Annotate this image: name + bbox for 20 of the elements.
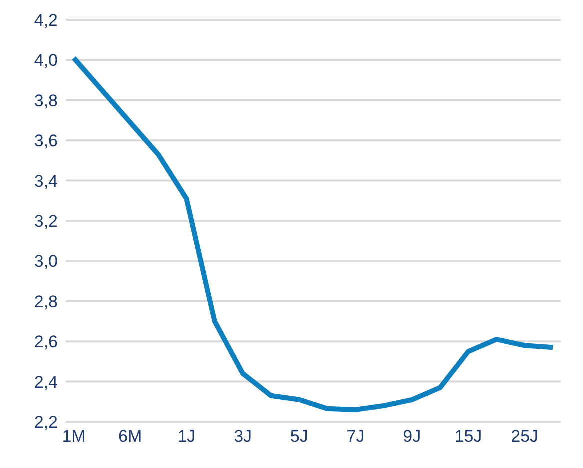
x-tick-label: 25J [511,427,539,446]
x-tick-label: 1M [62,427,86,446]
y-tick-label: 3,4 [34,172,58,191]
y-tick-label: 3,6 [34,132,58,151]
y-tick-label: 4,0 [34,51,58,70]
y-tick-label: 2,8 [34,292,58,312]
x-tick-label: 15J [454,427,482,446]
x-tick-label: 6M [118,427,142,446]
y-tick-label: 2,4 [34,372,58,392]
y-tick-label: 3,2 [34,212,58,232]
x-tick-label: 9J [403,427,422,446]
y-tick-label: 3,0 [34,252,58,272]
x-tick-label: 3J [234,427,252,446]
y-tick-label: 2,6 [34,332,58,352]
y-tick-label: 2,2 [34,413,58,432]
x-tick-label: 5J [290,427,308,446]
y-tick-label: 3,8 [34,91,58,110]
x-tick-label: 1J [178,427,196,446]
y-tick-label: 4,2 [34,11,58,30]
x-tick-label: 7J [346,427,365,446]
